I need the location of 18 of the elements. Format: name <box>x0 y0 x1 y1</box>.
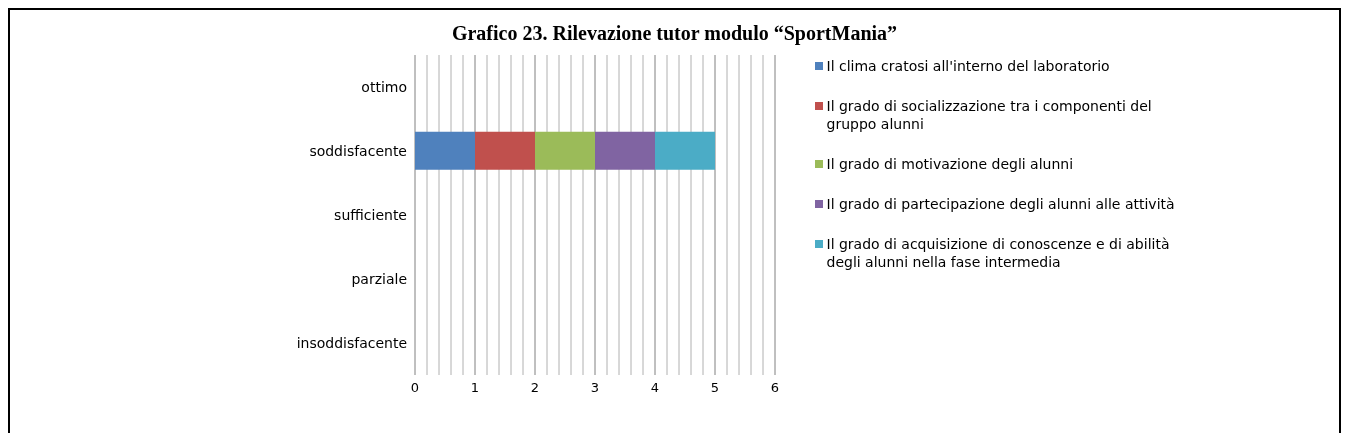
chart-title: Grafico 23. Rilevazione tutor modulo “SportMania” <box>450 22 899 45</box>
x-tick-label: 0 <box>410 380 419 396</box>
y-tick-label: sufficiente <box>333 206 407 223</box>
x-tick-label: 3 <box>590 380 599 396</box>
y-tick-label: parziale <box>350 270 407 287</box>
x-tick-label: 2 <box>530 380 539 396</box>
legend-label: Il grado di motivazione degli alunni <box>826 155 1074 173</box>
legend-label: Il grado di acquisizione di conoscenze e di abilità degli alunni nella fase intermedia <box>826 235 1171 271</box>
x-tick-label: 5 <box>710 380 719 396</box>
legend-label: Il grado di partecipazione degli alunni alle attività <box>826 195 1175 213</box>
y-tick-label: soddisfacente <box>308 142 407 159</box>
x-tick-label: 4 <box>650 380 659 396</box>
legend-label: Il clima cratosi all'interno del laboratorio <box>826 57 1110 75</box>
legend-label: Il grado di socializzazione tra i componenti del gruppo alunni <box>826 97 1153 133</box>
y-tick-label: insoddisfacente <box>296 334 407 351</box>
x-tick-label: 1 <box>470 380 479 396</box>
x-tick-label: 6 <box>770 380 779 396</box>
y-tick-label: ottimo <box>360 78 407 95</box>
